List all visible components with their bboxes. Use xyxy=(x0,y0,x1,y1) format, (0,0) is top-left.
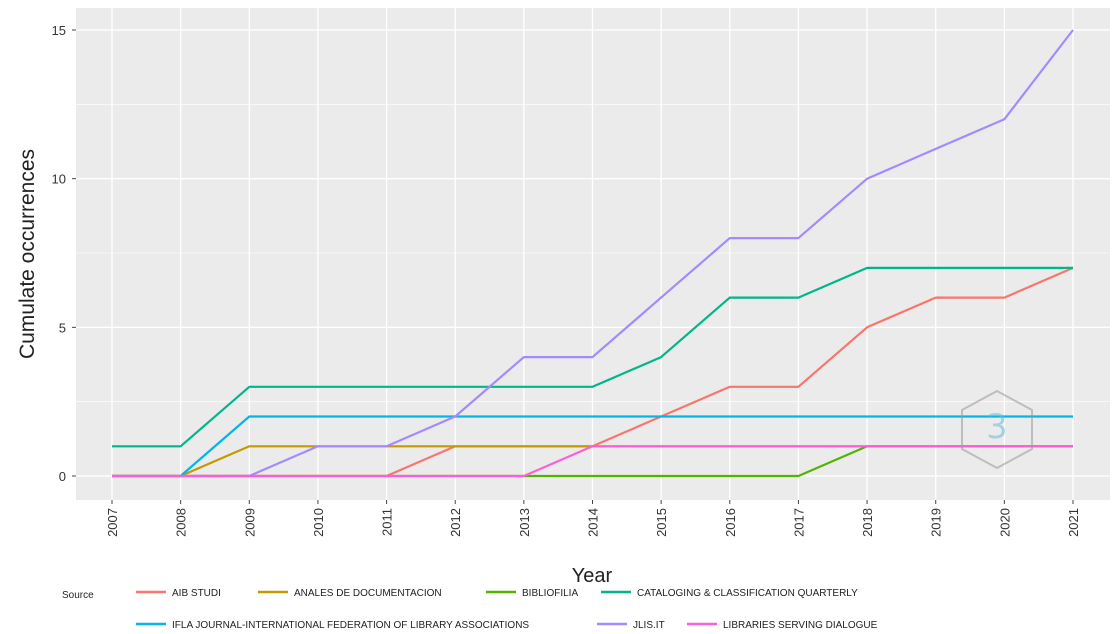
legend-label-0: AIB STUDI xyxy=(172,588,221,599)
x-tick-label: 2009 xyxy=(242,508,257,537)
x-tick-label: 2016 xyxy=(723,508,738,537)
x-tick-label: 2013 xyxy=(517,508,532,537)
watermark-logo: 3 xyxy=(961,389,1033,470)
y-axis-title: Cumulate occurrences xyxy=(16,149,39,359)
x-axis-ticks: 2007 2008 2009 2010 2011 2012 2013 2014 2015 2016… xyxy=(105,500,1081,537)
y-tick-label: 5 xyxy=(59,320,66,335)
x-tick-label: 2014 xyxy=(586,508,601,537)
svg-text:3: 3 xyxy=(986,407,1008,447)
series-line-4 xyxy=(112,415,1073,478)
legend-title: Source xyxy=(62,590,94,601)
legend-label-3: CATALOGING & CLASSIFICATION QUARTERLY xyxy=(637,588,858,599)
series-line-5 xyxy=(112,29,1074,478)
legend-label-2: BIBLIOFILIA xyxy=(522,588,578,599)
x-tick-label: 2019 xyxy=(929,508,944,537)
series-line-6 xyxy=(112,445,1073,478)
x-tick-label: 2010 xyxy=(311,508,326,537)
legend-label-5: JLIS.IT xyxy=(633,620,665,631)
y-tick-label: 10 xyxy=(52,172,66,187)
x-tick-label: 2021 xyxy=(1066,508,1081,537)
y-tick-label: 15 xyxy=(52,23,66,38)
grid-major xyxy=(76,8,1110,500)
series-line-3 xyxy=(112,266,1073,448)
x-tick-label: 2008 xyxy=(174,508,189,537)
x-tick-label: 2007 xyxy=(105,508,120,537)
legend-label-4: IFLA JOURNAL-INTERNATIONAL FEDERATION OF… xyxy=(172,620,529,631)
legend: AIB STUDI ANALES DE DOCUMENTACION BIBLIOFI… xyxy=(136,588,878,631)
legend-label-6: LIBRARIES SERVING DIALOGUE xyxy=(723,620,878,631)
x-tick-label: 2011 xyxy=(380,508,395,536)
x-tick-label: 2018 xyxy=(860,508,875,537)
y-axis-ticks: 0 5 10 15 xyxy=(52,23,76,484)
x-axis-title: Year xyxy=(572,565,613,587)
y-tick-label: 0 xyxy=(59,469,66,484)
x-tick-label: 2020 xyxy=(997,508,1012,537)
x-tick-label: 2017 xyxy=(791,508,806,537)
series-lines xyxy=(112,29,1074,478)
x-tick-label: 2012 xyxy=(448,508,463,537)
x-tick-label: 2015 xyxy=(654,508,669,537)
legend-label-1: ANALES DE DOCUMENTACION xyxy=(294,588,442,599)
